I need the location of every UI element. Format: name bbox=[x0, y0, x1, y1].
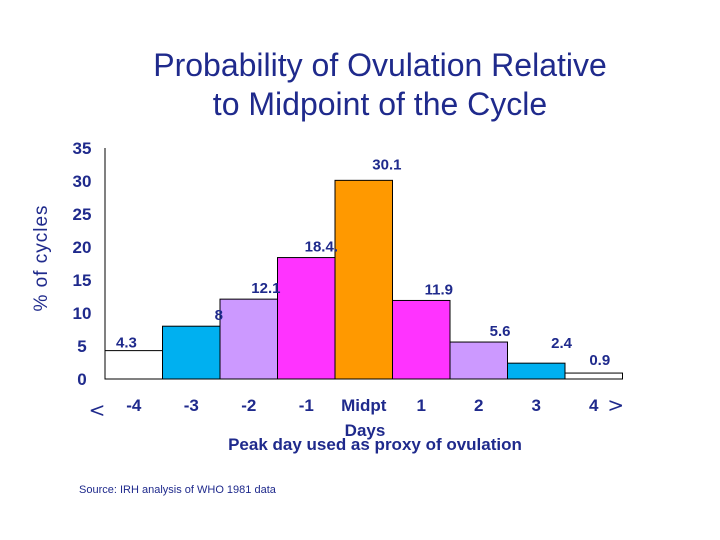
x-axis-label-top: Days bbox=[345, 421, 386, 440]
x-tick-label: Midpt bbox=[341, 396, 387, 415]
x-tick-label: 2 bbox=[474, 396, 483, 415]
data-label: 4.3 bbox=[116, 335, 137, 352]
y-tick-label: 15 bbox=[73, 271, 92, 290]
y-axis-label: % of cycles bbox=[31, 204, 52, 311]
chart-title-line-1: Probability of Ovulation Relative bbox=[153, 47, 607, 83]
source-note: Source: IRH analysis of WHO 1981 data bbox=[79, 484, 276, 496]
y-tick-label: 30 bbox=[73, 172, 92, 191]
y-tick-label: 20 bbox=[73, 238, 92, 257]
data-label: 2.4 bbox=[551, 335, 573, 352]
data-label: 8 bbox=[215, 307, 223, 324]
x-axis-label: Peak day used as proxy of ovulation bbox=[228, 435, 522, 454]
data-label: 18.4. bbox=[305, 239, 338, 256]
y-axis-ticks: 0 5 10 15 20 25 30 35 bbox=[73, 139, 92, 389]
y-tick-label: 10 bbox=[73, 304, 92, 323]
data-label: 11.9 bbox=[425, 281, 453, 298]
x-axis-ticks: -4 -3 -2 -1 Midpt 1 2 3 4 < > bbox=[89, 393, 625, 422]
x-tick-label: -2 bbox=[241, 396, 256, 415]
less-than-arrow-icon: < bbox=[89, 398, 106, 422]
x-tick-label: 3 bbox=[532, 396, 541, 415]
data-label: 30.1 bbox=[372, 156, 401, 173]
y-tick-label: 5 bbox=[77, 337, 86, 356]
data-label: 12.1 bbox=[251, 280, 280, 297]
greater-than-arrow-icon: > bbox=[607, 393, 624, 417]
data-label: 5.6 bbox=[490, 323, 511, 340]
chart-title-line-2: to Midpoint of the Cycle bbox=[212, 86, 548, 122]
bar bbox=[162, 325, 221, 380]
bar bbox=[334, 179, 393, 380]
data-label: 0.9 bbox=[589, 352, 610, 369]
x-tick-label: -1 bbox=[299, 396, 314, 415]
bar bbox=[564, 372, 623, 380]
bar bbox=[277, 257, 336, 380]
bars bbox=[104, 179, 623, 380]
x-tick-label: -3 bbox=[184, 396, 199, 415]
bar bbox=[449, 341, 508, 380]
chart-title: Probability of Ovulation Relative to Mid… bbox=[40, 46, 720, 124]
data-labels: 4.3 8 12.1 18.4. 30.1 11.9 5.6 2.4 0.9 bbox=[116, 156, 610, 369]
y-tick-label: 25 bbox=[73, 205, 92, 224]
bar bbox=[392, 299, 451, 380]
bar bbox=[104, 350, 163, 380]
x-tick-label: -4 bbox=[126, 396, 142, 415]
bar bbox=[219, 298, 278, 380]
x-tick-label: 4 bbox=[589, 396, 599, 415]
y-tick-label: 0 bbox=[77, 370, 86, 389]
y-tick-label: 35 bbox=[73, 139, 92, 158]
bar bbox=[507, 362, 566, 380]
x-tick-label: 1 bbox=[417, 396, 426, 415]
